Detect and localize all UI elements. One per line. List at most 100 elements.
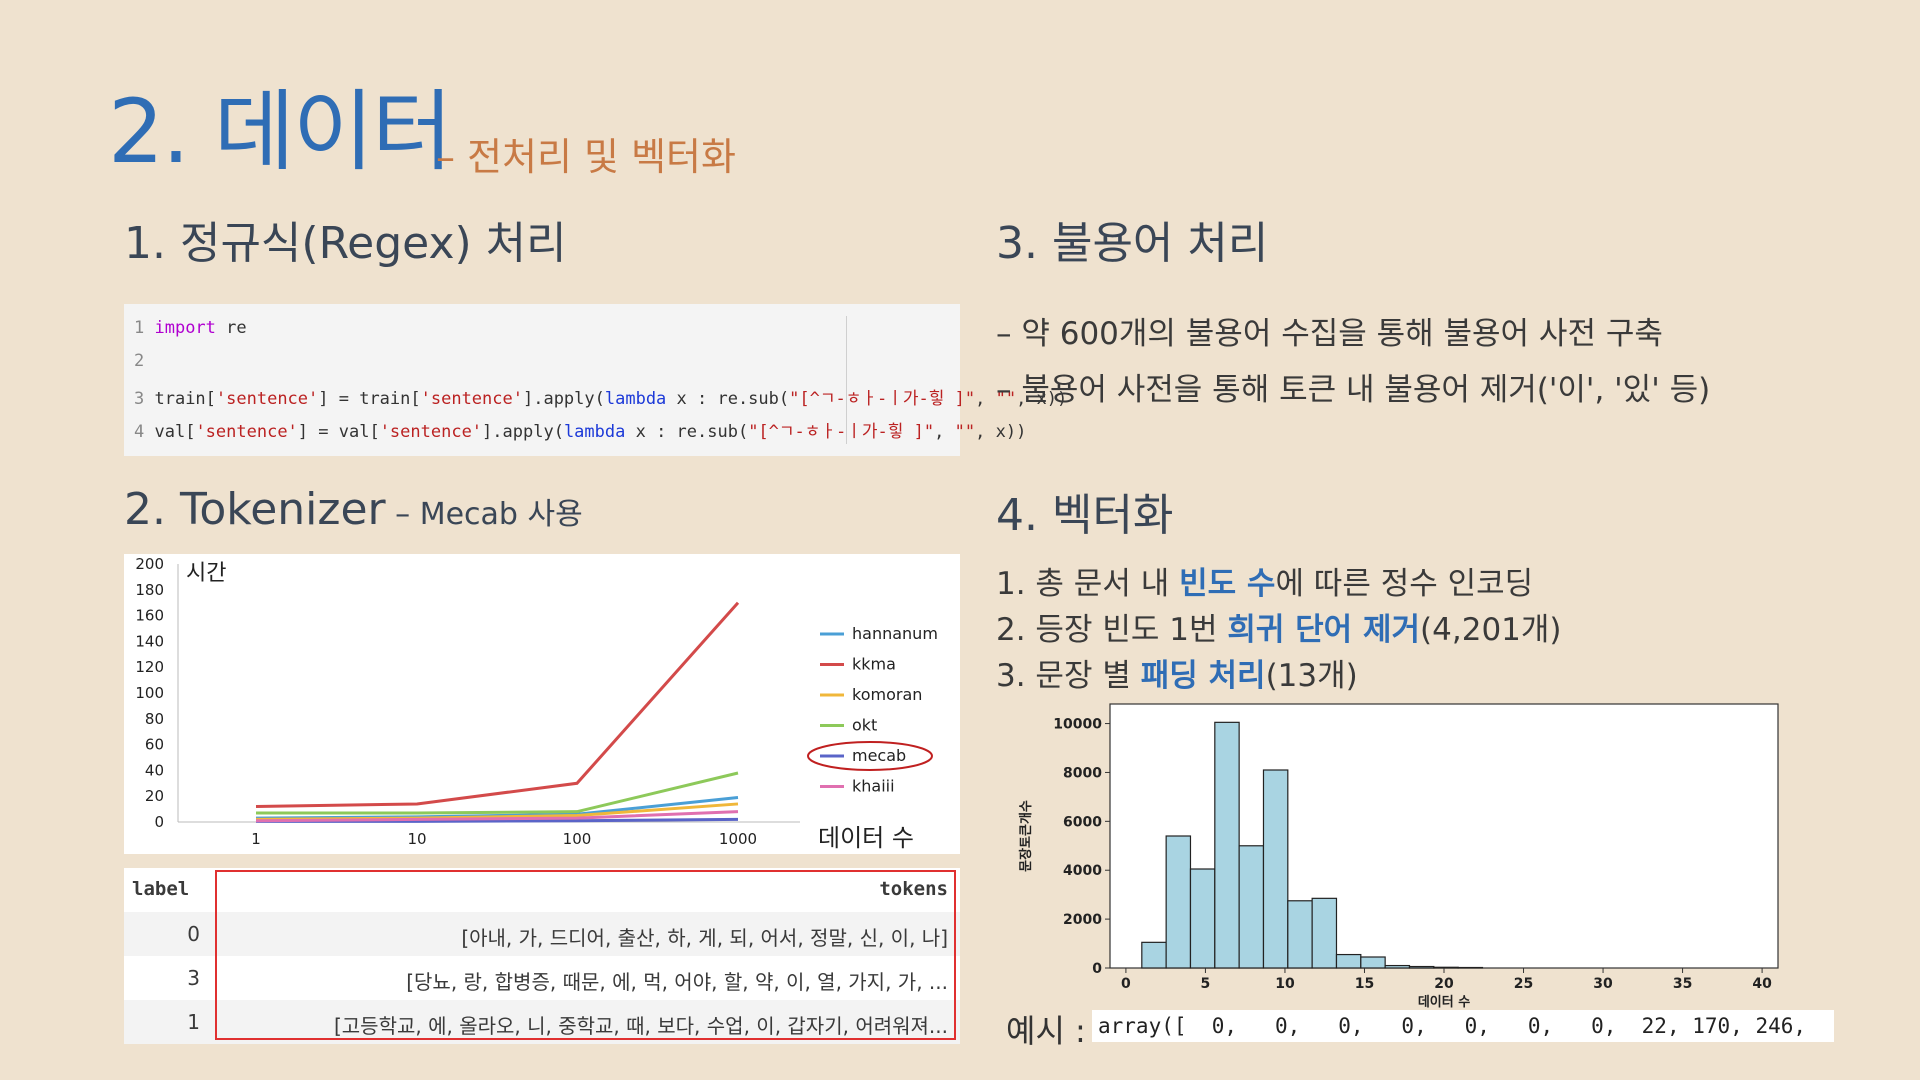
token-table: label tokens 0 [아내, 가, 드디어, 출산, 하, 게, 되,…: [124, 868, 960, 1044]
y-tick-label: 10000: [1053, 717, 1102, 733]
histogram-bar: [1214, 721, 1240, 969]
legend-label-mecab: mecab: [852, 746, 906, 765]
tokens-highlight-box: [215, 870, 956, 1040]
y-tick-label: 0: [1092, 961, 1102, 977]
x-tick-label: 1000: [719, 830, 757, 848]
code-token: re: [215, 318, 247, 338]
y-tick-label: 120: [135, 658, 164, 676]
vectorize-item-highlight: 빈도 수: [1179, 566, 1276, 602]
vectorize-item-2: 2. 등장 빈도 1번 희귀 단어 제거(4,201개): [996, 604, 1562, 649]
code-token: 'sentence': [420, 389, 523, 409]
x-tick-label: 0: [1121, 976, 1131, 992]
code-token: , x)): [975, 422, 1027, 442]
tokenizer-time-chart: 0 20 40 60 80 100 120 140 160 180 200 1 10 100 1000 시간 데…: [124, 554, 960, 854]
vectorize-item-highlight: 패딩 처리: [1140, 658, 1266, 694]
y-tick-label: 160: [135, 607, 164, 625]
code-token: , x)): [1016, 389, 1068, 409]
vectorize-item-text: 1. 총 문서 내: [996, 566, 1180, 602]
vectorize-item-highlight: 희귀 단어 제거: [1227, 612, 1421, 648]
y-tick-label: 0: [154, 813, 164, 831]
code-token: import: [154, 318, 216, 338]
section-tokenizer-sub: – Mecab 사용: [385, 497, 583, 532]
vectorize-item-text: (13개): [1265, 658, 1358, 694]
histogram-bar: [1165, 835, 1192, 969]
y-tick-label: 8000: [1063, 765, 1102, 781]
table-row: 1 [고등학교, 에, 올라오, 니, 중학교, 때, 보다, 수업, 이, 갑…: [124, 1000, 960, 1044]
histogram-bar: [1189, 868, 1216, 969]
table-cell-label: 0: [187, 922, 200, 946]
code-token: ] = train[: [318, 389, 421, 409]
section-stopwords-title: 3. 불용어 처리: [996, 218, 1269, 269]
code-token: ].apply(: [522, 389, 605, 409]
histogram-bar: [1360, 956, 1386, 969]
histogram-bar: [1287, 900, 1313, 969]
code-token: 'sentence': [379, 422, 483, 442]
x-tick-label: 35: [1673, 976, 1692, 992]
y-tick-label: 80: [145, 710, 164, 728]
table-row: 3 [당뇨, 랑, 합병증, 때문, 에, 먹, 어야, 할, 약, 이, 열,…: [124, 956, 960, 1000]
y-tick-label: 40: [145, 761, 164, 779]
histogram-bar: [1262, 769, 1289, 969]
code-line-number: 2: [134, 351, 155, 371]
code-token: x : re.sub(: [625, 422, 749, 442]
stopwords-bullet-2: – 불용어 사전을 통해 토큰 내 불용어 제거('이', '있' 등): [996, 372, 1711, 408]
code-block: 1 import re 2 3 train['sentence'] = train…: [124, 304, 1067, 456]
page-subtitle: – 전처리 및 벡터화: [436, 135, 736, 179]
x-tick-label: 15: [1355, 976, 1374, 992]
table-row: 0 [아내, 가, 드디어, 출산, 하, 게, 되, 어서, 정말, 신, 이…: [124, 912, 960, 956]
code-token: ].apply(: [482, 422, 564, 442]
x-axis-label: 데이터 수: [818, 824, 914, 852]
code-token: x : re.sub(: [666, 389, 790, 409]
code-line: 1 import re: [134, 318, 247, 338]
series-line-kkma: [255, 601, 740, 809]
x-tick-label: 10: [1275, 976, 1295, 992]
table-cell-label: 1: [187, 1010, 200, 1034]
y-axis-label: 문장토큰개수: [1018, 800, 1034, 872]
y-tick-label: 60: [145, 736, 164, 754]
x-axis-label: 데이터 수: [1418, 994, 1470, 1010]
legend-highlight-circle: [807, 741, 933, 771]
histogram-bar: [1384, 964, 1411, 969]
legend-label-komoran: komoran: [852, 685, 922, 704]
example-label: 예시 :: [1006, 1012, 1086, 1050]
x-tick-label: 1: [251, 830, 261, 848]
code-token: val[: [154, 422, 196, 442]
legend-label-okt: okt: [852, 716, 877, 735]
y-tick-label: 6000: [1063, 814, 1102, 830]
y-tick-label: 140: [135, 632, 164, 650]
y-tick-label: 200: [135, 555, 164, 573]
vectorize-item-1: 1. 총 문서 내 빈도 수에 따른 정수 인코딩: [996, 558, 1533, 603]
code-divider: [846, 316, 847, 444]
vectorize-item-3: 3. 문장 별 패딩 처리(13개): [996, 650, 1358, 695]
code-line: 4 val['sentence'] = val['sentence'].appl…: [134, 417, 1026, 442]
code-token: train[: [154, 389, 216, 409]
vectorize-item-text: 2. 등장 빈도 1번: [996, 612, 1228, 648]
table-cell-label: 3: [187, 966, 200, 990]
y-axis-label: 시간: [186, 561, 226, 586]
y-tick-label: 2000: [1063, 912, 1102, 928]
y-tick-label: 20: [145, 787, 164, 805]
y-tick-label: 180: [135, 581, 164, 599]
section-tokenizer-title: 2. Tokenizer – Mecab 사용: [124, 488, 583, 532]
code-token: ,: [934, 422, 955, 442]
section-vectorize-title: 4. 벡터화: [996, 490, 1174, 541]
code-line: 2: [134, 351, 154, 371]
code-token: 'sentence': [195, 422, 298, 442]
y-tick-label: 4000: [1063, 863, 1102, 879]
x-tick-label: 100: [563, 830, 592, 848]
histogram-bar: [1408, 965, 1435, 969]
code-line-number: 1: [134, 318, 155, 338]
vectorize-item-text: 에 따른 정수 인코딩: [1275, 566, 1534, 602]
vectorize-item-text: 3. 문장 별: [996, 658, 1141, 694]
vectorize-item-text: (4,201개): [1420, 612, 1562, 648]
code-token: "": [995, 389, 1017, 409]
histogram-bar: [1238, 845, 1265, 969]
code-token: lambda: [563, 422, 626, 442]
table-header-label: label: [132, 878, 190, 900]
histogram-bar: [1141, 941, 1167, 969]
section-tokenizer-label: 2. Tokenizer: [124, 484, 386, 535]
histogram-svg: 0 2000 4000 6000 8000 10000 0 5 10 15 20 25 30 35 40 데이…: [1018, 703, 1779, 1010]
histogram-bar: [1311, 897, 1338, 969]
x-tick-label: 5: [1201, 976, 1211, 992]
x-tick-label: 40: [1752, 976, 1772, 992]
